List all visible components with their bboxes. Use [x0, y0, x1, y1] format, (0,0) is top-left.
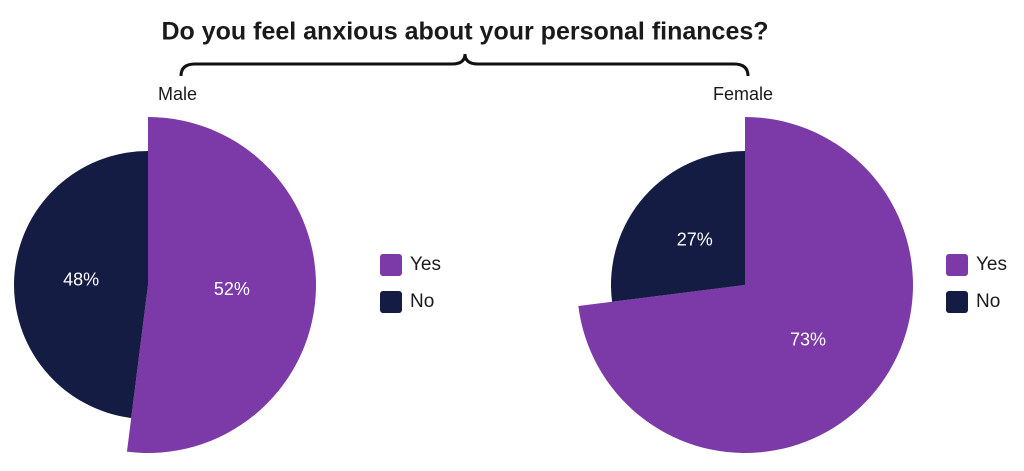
- data-label: 27%: [677, 229, 713, 249]
- pie-slice: [611, 151, 745, 302]
- pie-title: Male: [158, 84, 197, 104]
- pie-slice: [126, 117, 316, 453]
- data-label: 73%: [790, 329, 826, 349]
- legend-swatch: [380, 254, 402, 276]
- legend-label: No: [976, 291, 1000, 312]
- legend-swatch: [380, 291, 402, 313]
- pie-slice: [578, 117, 913, 454]
- data-label: 52%: [214, 279, 250, 299]
- legend-swatch: [946, 291, 968, 313]
- legend-label: Yes: [410, 254, 441, 275]
- pie-slice: [14, 151, 148, 418]
- data-label: 48%: [63, 270, 99, 290]
- pie-title: Female: [713, 84, 773, 104]
- legend-label: No: [410, 291, 434, 312]
- brace: [179, 53, 750, 77]
- legend-swatch: [946, 254, 968, 276]
- chart-title: Do you feel anxious about your personal …: [161, 18, 768, 46]
- legend-label: Yes: [976, 254, 1007, 275]
